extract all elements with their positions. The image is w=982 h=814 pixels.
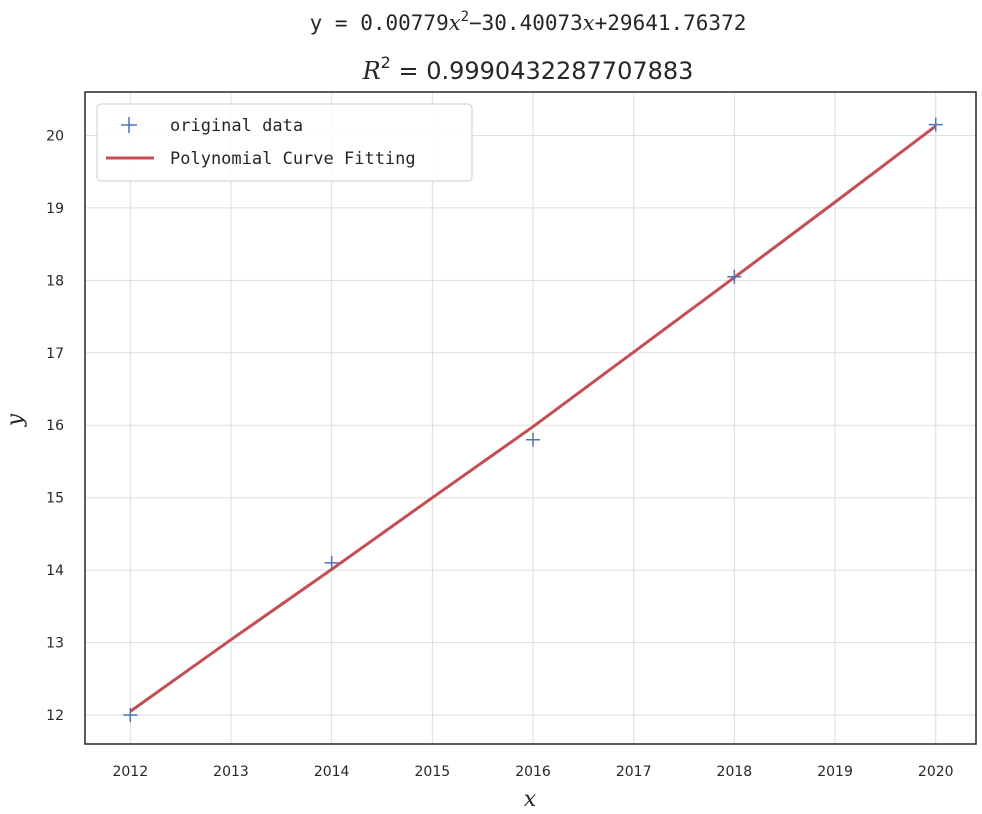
legend-box (96, 103, 473, 182)
title-equation-var2: x (583, 11, 595, 35)
legend-marker-original-data (121, 117, 137, 133)
y-tick-label: 16 (46, 418, 64, 434)
data-point (928, 117, 943, 132)
x-tick-label: 2015 (415, 764, 451, 780)
title-r2-suffix: = 0.9990432287707883 (391, 57, 694, 85)
title-equation-suffix: +29641.76372 (595, 11, 747, 35)
x-axis-ticks: 2012 2013 2014 2015 2016 2017 2018 2019 2020 (112, 764, 953, 780)
y-tick-label: 14 (46, 563, 64, 579)
legend-label-original-data: original data (170, 116, 303, 136)
data-points-layer (123, 117, 943, 723)
y-tick-label: 19 (46, 201, 64, 217)
title-equation-mid: −30.40073 (469, 11, 583, 35)
y-tick-label: 17 (46, 346, 64, 362)
y-tick-label: 15 (46, 491, 64, 507)
legend: original data Polynomial Curve Fitting (96, 103, 473, 182)
title-equation-prefix: y = 0.00779 (310, 11, 449, 35)
x-tick-label: 2020 (918, 764, 954, 780)
y-axis-ticks: 12 13 14 15 16 17 18 19 20 (46, 128, 64, 724)
x-tick-label: 2016 (515, 764, 551, 780)
data-point (123, 708, 138, 723)
data-point (324, 555, 339, 570)
chart-title-r2: R2 = 0.9990432287707883 (362, 53, 694, 85)
title-equation-var1: x (449, 11, 461, 35)
x-tick-label: 2012 (112, 764, 148, 780)
x-tick-label: 2014 (314, 764, 350, 780)
y-tick-label: 18 (46, 273, 64, 289)
x-tick-label: 2013 (213, 764, 249, 780)
data-point (526, 432, 541, 447)
y-tick-label: 12 (46, 708, 64, 724)
chart-title-equation: y = 0.00779x2−30.40073x+29641.76372 (310, 9, 747, 35)
x-tick-label: 2017 (616, 764, 652, 780)
legend-label-fit-line: Polynomial Curve Fitting (170, 149, 416, 169)
y-axis-label: y (3, 413, 28, 427)
y-tick-label: 20 (46, 128, 64, 144)
data-point (727, 269, 742, 284)
x-tick-label: 2018 (717, 764, 753, 780)
y-tick-label: 13 (46, 636, 64, 652)
plot-frame (84, 91, 977, 745)
grid (85, 92, 976, 744)
x-tick-label: 2019 (817, 764, 853, 780)
title-r2-sup: 2 (381, 53, 391, 72)
x-axis-label: x (524, 787, 537, 812)
fit-line (129, 124, 937, 713)
fit-line-layer (129, 124, 937, 713)
title-equation-sup: 2 (461, 9, 469, 25)
title-r2-var: R (362, 57, 381, 85)
